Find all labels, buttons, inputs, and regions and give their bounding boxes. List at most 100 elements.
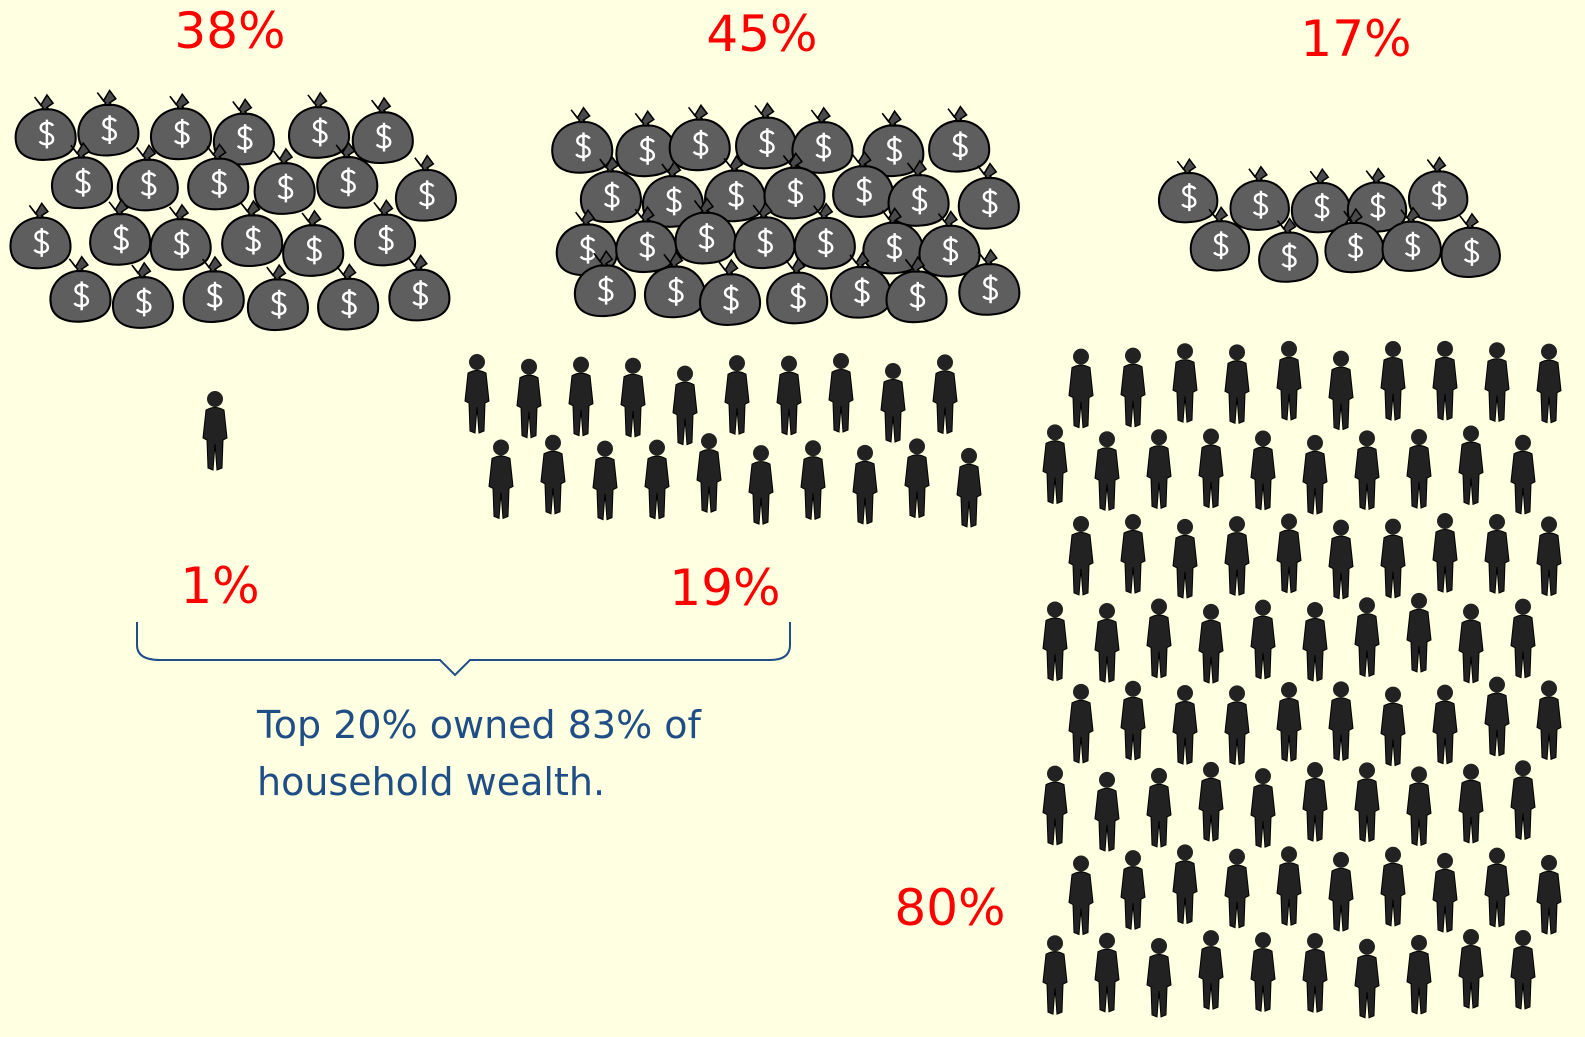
person-icon	[1121, 850, 1145, 929]
person-icon	[1199, 930, 1223, 1009]
person-icon	[1303, 435, 1327, 514]
money-bag	[792, 108, 852, 173]
person-icon	[1381, 847, 1405, 926]
money-bag	[1292, 169, 1350, 232]
person-icon	[1147, 429, 1171, 508]
person-icon	[1251, 600, 1275, 679]
person-icon	[1173, 519, 1197, 598]
person-icon	[465, 354, 489, 433]
wealth-share: 17%	[1300, 10, 1411, 68]
wealth-share: 38%	[174, 2, 285, 60]
person-icon	[569, 357, 593, 436]
person-icon	[1459, 604, 1483, 683]
person-icon	[1303, 933, 1327, 1012]
person-icon	[1095, 772, 1119, 851]
person-icon	[1199, 762, 1223, 841]
person-icon	[1537, 344, 1561, 423]
person-icon	[1329, 852, 1353, 931]
person-icon	[1433, 685, 1457, 764]
person-icon	[1225, 344, 1249, 423]
person-icon	[777, 356, 801, 435]
person-icon	[1199, 604, 1223, 683]
person-icon	[1121, 681, 1145, 760]
brace	[137, 622, 790, 675]
person-icon	[593, 441, 617, 520]
person-icon	[1511, 599, 1535, 678]
money-bag	[289, 93, 349, 158]
wealth-share: 45%	[706, 5, 817, 63]
person-icon	[1459, 425, 1483, 504]
person-icon	[1147, 938, 1171, 1017]
icons	[10, 91, 1561, 1018]
person-icon	[1303, 762, 1327, 841]
money-bag	[151, 205, 211, 270]
money-bag	[929, 107, 989, 172]
person-icon	[905, 438, 929, 517]
person-icon	[1355, 939, 1379, 1018]
person-icon	[1251, 932, 1275, 1011]
person-icon	[1277, 514, 1301, 593]
person-icon	[673, 366, 697, 445]
money-bag	[396, 156, 456, 221]
person-icon	[203, 391, 227, 470]
person-icon	[1069, 516, 1093, 595]
person-icon	[1537, 855, 1561, 934]
person-icon	[1381, 341, 1405, 420]
money-bag	[1159, 159, 1217, 222]
person-icon	[881, 363, 905, 442]
caption-line: Top 20% owned 83% of	[256, 703, 703, 747]
money-bag	[1442, 214, 1500, 277]
caption-line: household wealth.	[257, 760, 605, 804]
person-icon	[1329, 351, 1353, 430]
person-icon	[1173, 685, 1197, 764]
person-icon	[1407, 429, 1431, 508]
money-bag	[16, 95, 76, 160]
person-icon	[1043, 424, 1067, 503]
slide: 38% 45% 17% 1% 19% 80% Top 20% owned 83%…	[0, 0, 1585, 1037]
person-icon	[1407, 766, 1431, 845]
person-icon	[1381, 519, 1405, 598]
person-icon	[541, 435, 565, 514]
person-icon	[853, 445, 877, 524]
person-icon	[1433, 513, 1457, 592]
person-icon	[1173, 343, 1197, 422]
person-icon	[1381, 687, 1405, 766]
money-bag	[736, 103, 796, 168]
person-icon	[829, 353, 853, 432]
person-icon	[697, 433, 721, 512]
person-icon	[1225, 516, 1249, 595]
person-icon	[1095, 431, 1119, 510]
population-share: 19%	[669, 559, 780, 617]
money-bag	[353, 98, 413, 163]
person-icon	[1199, 429, 1223, 508]
person-icon	[1173, 844, 1197, 923]
person-icon	[1355, 430, 1379, 509]
person-icon	[1329, 520, 1353, 599]
person-icon	[1095, 933, 1119, 1012]
person-icon	[749, 445, 773, 524]
population-share: 80%	[894, 879, 1005, 937]
person-icon	[1225, 685, 1249, 764]
money-bag	[78, 91, 138, 156]
population-share: 1%	[180, 557, 259, 615]
money-bag	[700, 260, 760, 325]
person-icon	[1251, 768, 1275, 847]
money-bag	[389, 255, 449, 320]
person-icon	[1407, 593, 1431, 672]
person-icon	[1121, 348, 1145, 427]
person-icon	[1537, 680, 1561, 759]
money-bag	[1409, 158, 1467, 221]
money-bag	[616, 111, 676, 176]
person-icon	[1225, 849, 1249, 928]
page: 38% 45% 17% 1% 19% 80% Top 20% owned 83%…	[0, 0, 1585, 1037]
person-icon	[1485, 677, 1509, 756]
person-icon	[1043, 766, 1067, 845]
person-icon	[1069, 684, 1093, 763]
person-icon	[1407, 935, 1431, 1014]
person-icon	[1537, 516, 1561, 595]
person-icon	[1277, 682, 1301, 761]
person-icon	[489, 439, 513, 518]
person-icon	[1485, 342, 1509, 421]
person-icon	[1251, 430, 1275, 509]
person-icon	[1277, 341, 1301, 420]
